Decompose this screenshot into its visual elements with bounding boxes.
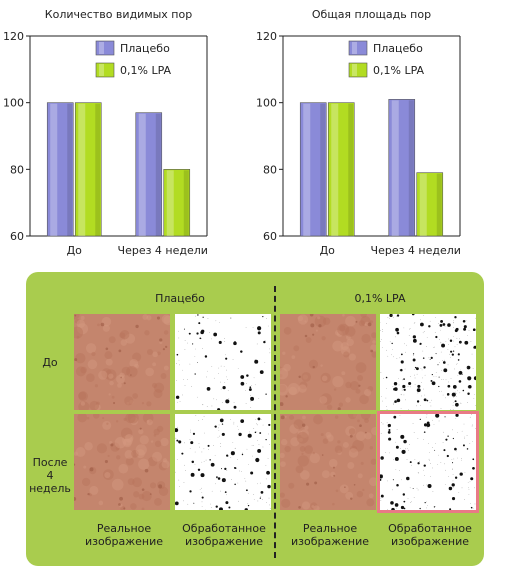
chart-title: Общая площадь пор — [312, 8, 431, 21]
legend-label: Плацебо — [120, 42, 170, 55]
bar — [135, 112, 163, 237]
bar — [74, 102, 102, 237]
y-tick-label: 120 — [3, 30, 24, 43]
y-tick-label: 100 — [256, 97, 277, 110]
x-tick-label: До — [320, 244, 336, 257]
y-tick-label: 120 — [256, 30, 277, 43]
chart-visible-pores: Количество видимых пор 60 80 100 120 До Через … — [0, 0, 250, 262]
legend-label: 0,1% LPA — [373, 64, 425, 77]
legend-entry: Плацебо — [348, 40, 423, 56]
photo-lpa-before-real — [280, 314, 376, 410]
photo-placebo-before-real — [74, 314, 170, 410]
col-label-real-1: Реальное изображение — [84, 522, 164, 548]
comparison-panel: Плацебо 0,1% LPA До После 4 недель Реаль… — [26, 272, 484, 566]
col-label-real-2: Реальное изображение — [290, 522, 370, 548]
col-label-processed-2: Обработанное изображение — [388, 522, 472, 548]
chart-total-pore-area: Общая площадь пор 60 80 100 120 До Через 4 нед… — [253, 0, 503, 262]
bar — [46, 102, 74, 237]
y-tick-label: 60 — [263, 230, 277, 243]
photo-placebo-after-real — [74, 414, 170, 510]
legend-entry: Плацебо — [95, 40, 170, 56]
photo-lpa-after-real — [280, 414, 376, 510]
legend-label: 0,1% LPA — [120, 64, 172, 77]
bar — [163, 169, 191, 237]
group-label-lpa: 0,1% LPA — [354, 292, 406, 305]
x-tick-label: Через 4 недели — [371, 244, 461, 257]
bar — [327, 102, 355, 237]
photo-lpa-before-processed — [380, 314, 476, 410]
y-tick-label: 80 — [263, 163, 277, 176]
legend-entry: 0,1% LPA — [348, 62, 425, 78]
photo-placebo-before-processed — [175, 314, 271, 410]
y-tick-label: 100 — [3, 97, 24, 110]
col-label-processed-1: Обработанное изображение — [182, 522, 266, 548]
chart-title: Количество видимых пор — [45, 8, 192, 21]
bar — [388, 99, 416, 237]
row-label-after: После 4 недель — [29, 456, 71, 495]
legend-label: Плацебо — [373, 42, 423, 55]
bar — [416, 172, 444, 237]
bar — [299, 102, 327, 237]
group-label-placebo: Плацебо — [155, 292, 205, 305]
x-tick-label: До — [67, 244, 83, 257]
legend-entry: 0,1% LPA — [95, 62, 172, 78]
group-divider — [274, 286, 276, 558]
y-tick-label: 80 — [10, 163, 24, 176]
photo-lpa-after-processed — [377, 411, 479, 513]
x-tick-label: Через 4 недели — [118, 244, 208, 257]
photo-placebo-after-processed — [175, 414, 271, 510]
y-tick-label: 60 — [10, 230, 24, 243]
row-label-before: До — [42, 356, 58, 369]
